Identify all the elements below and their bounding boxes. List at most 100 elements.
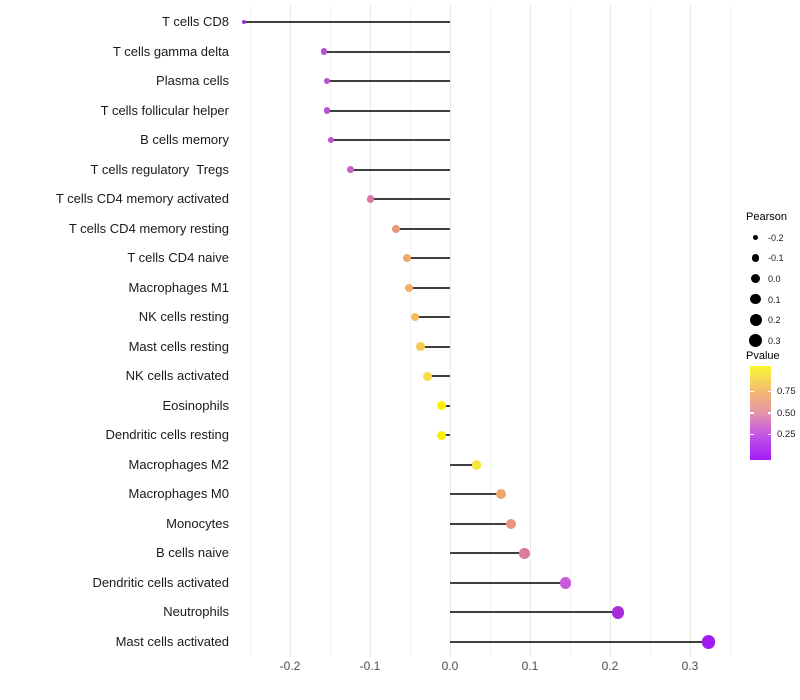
pvalue-tick-mark: [750, 412, 754, 414]
category-label: Mast cells resting: [128, 338, 229, 354]
lollipop-stick: [323, 50, 450, 53]
gridline-minor: [729, 5, 731, 657]
gridline-major: [289, 5, 291, 657]
lollipop-stick: [427, 375, 450, 378]
gridline-minor: [249, 5, 251, 657]
lollipop-stick: [350, 168, 450, 171]
pearson-legend-dot: [748, 333, 763, 347]
lollipop-dot: [327, 136, 334, 144]
pearson-legend-label: 0.0: [768, 274, 781, 284]
category-label: Eosinophils: [162, 397, 230, 413]
gridline-major: [689, 5, 691, 657]
gridline-minor: [649, 5, 651, 657]
category-label: T cells follicular helper: [100, 102, 229, 118]
pearson-legend-title: Pearson: [746, 211, 787, 223]
lollipop-stick: [370, 198, 450, 201]
category-label: T cells CD8: [162, 14, 229, 29]
lollipop-dot: [242, 19, 247, 25]
pearson-legend-dot: [750, 293, 761, 305]
category-label: B cells naive: [156, 545, 229, 561]
gridline-minor: [489, 5, 491, 657]
x-tick-label: -0.1: [359, 659, 381, 673]
pearson-legend-dot: [749, 313, 762, 326]
pearson-legend-dot: [750, 273, 761, 284]
lollipop-stick: [420, 345, 450, 348]
gridline-major: [449, 5, 451, 657]
pvalue-gradient-bar: [750, 366, 771, 460]
pearson-legend-dot: [752, 234, 759, 240]
pearson-legend-label: -0.2: [768, 232, 784, 243]
pvalue-tick-mark: [767, 390, 771, 393]
pvalue-tick-mark: [750, 390, 754, 393]
pvalue-tick-label: 0.25: [777, 429, 796, 441]
lollipop-dot: [559, 577, 571, 589]
category-label: Macrophages M1: [128, 279, 229, 295]
gridline-minor: [409, 5, 411, 657]
category-label: Dendritic cells resting: [105, 427, 229, 443]
lollipop-dot: [519, 548, 530, 559]
gridline-major: [609, 5, 611, 657]
pearson-legend-label: 0.3: [768, 335, 781, 346]
lollipop-dot: [320, 48, 327, 55]
category-label: T cells CD4 naive: [127, 250, 229, 266]
lollipop-stick: [326, 109, 450, 112]
lollipop-dot: [496, 489, 507, 500]
pearson-legend-label: -0.1: [768, 253, 784, 264]
category-label: NK cells activated: [125, 368, 229, 384]
category-label: Plasma cells: [156, 73, 229, 89]
category-label: Neutrophils: [163, 604, 229, 620]
category-label: Monocytes: [166, 515, 229, 531]
category-label: Macrophages M2: [128, 456, 229, 472]
lollipop-stick: [409, 286, 450, 289]
category-label: Macrophages M0: [128, 486, 229, 502]
category-label: Mast cells activated: [115, 634, 229, 649]
lollipop-dot: [471, 459, 482, 470]
lollipop-stick: [450, 581, 566, 584]
pvalue-tick-label: 0.75: [777, 386, 796, 398]
pvalue-legend-title: Pvalue: [746, 350, 780, 362]
pvalue-tick-mark: [767, 412, 771, 414]
lollipop-dot: [701, 635, 716, 649]
lollipop-dot: [410, 313, 419, 322]
lollipop-dot: [323, 107, 330, 114]
lollipop-stick: [414, 316, 450, 319]
lollipop-dot: [423, 371, 432, 381]
category-label: T cells gamma delta: [112, 43, 229, 59]
lollipop-dot: [392, 224, 401, 233]
lollipop-stick: [450, 641, 709, 643]
lollipop-dot: [416, 342, 425, 352]
lollipop-dot: [347, 166, 355, 174]
category-label: T cells CD4 memory resting: [68, 220, 229, 236]
x-tick-label: 0.0: [441, 659, 459, 673]
category-label: Dendritic cells activated: [92, 574, 229, 590]
lollipop-stick: [406, 257, 450, 260]
lollipop-dot: [402, 254, 411, 263]
lollipop-dot: [323, 77, 330, 85]
category-label: B cells memory: [140, 132, 229, 148]
gridline-major: [529, 5, 531, 657]
lollipop-stick: [450, 463, 477, 466]
lollipop-dot: [436, 401, 446, 411]
lollipop-stick: [450, 522, 511, 525]
gridline-major: [369, 5, 371, 657]
pvalue-tick-label: 0.50: [777, 407, 796, 419]
category-label: NK cells resting: [138, 309, 229, 325]
category-label: T cells CD4 memory activated: [55, 191, 229, 207]
pearson-legend-label: 0.2: [768, 315, 781, 326]
gridline-minor: [569, 5, 571, 657]
lollipop-stick: [396, 227, 450, 230]
pvalue-tick-mark: [750, 433, 754, 436]
lollipop-stick: [450, 493, 502, 496]
lollipop-stick: [450, 611, 618, 614]
lollipop-stick: [330, 139, 450, 142]
lollipop-stick: [450, 552, 525, 555]
x-tick-label: -0.2: [279, 659, 301, 673]
x-tick-label: 0.2: [601, 659, 619, 673]
pearson-legend-dot: [751, 254, 760, 262]
pvalue-tick-mark: [767, 433, 771, 436]
x-tick-label: 0.3: [681, 659, 699, 673]
lollipop-dot: [505, 518, 516, 530]
gridline-minor: [329, 5, 331, 657]
lollipop-dot: [611, 606, 625, 619]
